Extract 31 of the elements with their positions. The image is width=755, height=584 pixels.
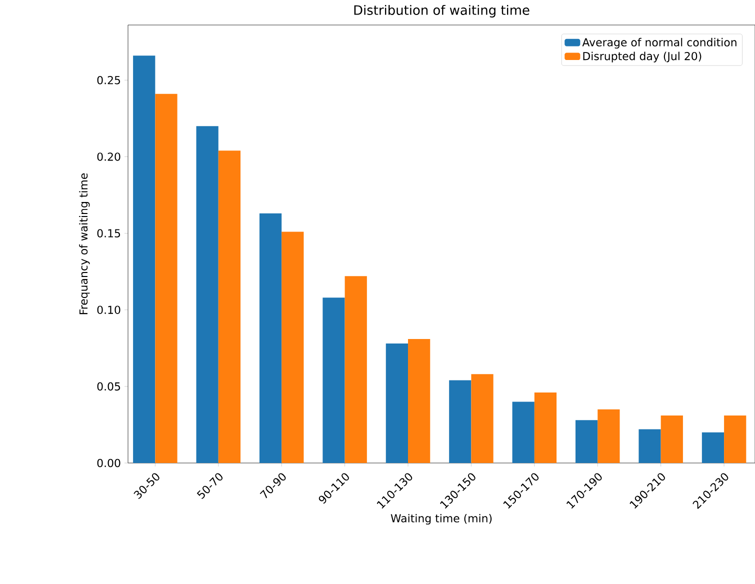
legend-label: Average of normal condition [582, 38, 736, 49]
y-tick-label: 0.20 [97, 152, 120, 161]
x-axis-title: Waiting time (min) [390, 514, 492, 525]
bar [702, 432, 724, 463]
y-axis-title: Frequancy of waiting time [79, 173, 90, 314]
bar [471, 374, 494, 463]
bar [322, 298, 345, 463]
bar [408, 338, 430, 463]
bar [282, 232, 304, 463]
bar [386, 344, 408, 463]
bar [534, 392, 557, 463]
y-tick-label: 0.25 [97, 76, 120, 84]
bar [724, 416, 746, 463]
bar [259, 213, 282, 463]
chart-title: Distribution of waiting time [354, 4, 530, 18]
bar [196, 126, 218, 463]
bar [576, 420, 598, 463]
bar [155, 94, 178, 463]
legend-label: Disrupted day (Jul 20) [583, 52, 702, 62]
bar [133, 56, 156, 463]
y-tick-label: 0.00 [97, 458, 120, 468]
y-tick-label: 0.10 [97, 306, 120, 314]
bar [449, 380, 472, 463]
bar [638, 429, 661, 463]
y-tick-label: 0.15 [97, 229, 120, 238]
bar [218, 150, 241, 463]
bar [344, 276, 367, 463]
bar [660, 416, 683, 463]
bar [598, 409, 620, 463]
bar [512, 402, 534, 463]
y-tick-label: 0.05 [97, 382, 120, 391]
